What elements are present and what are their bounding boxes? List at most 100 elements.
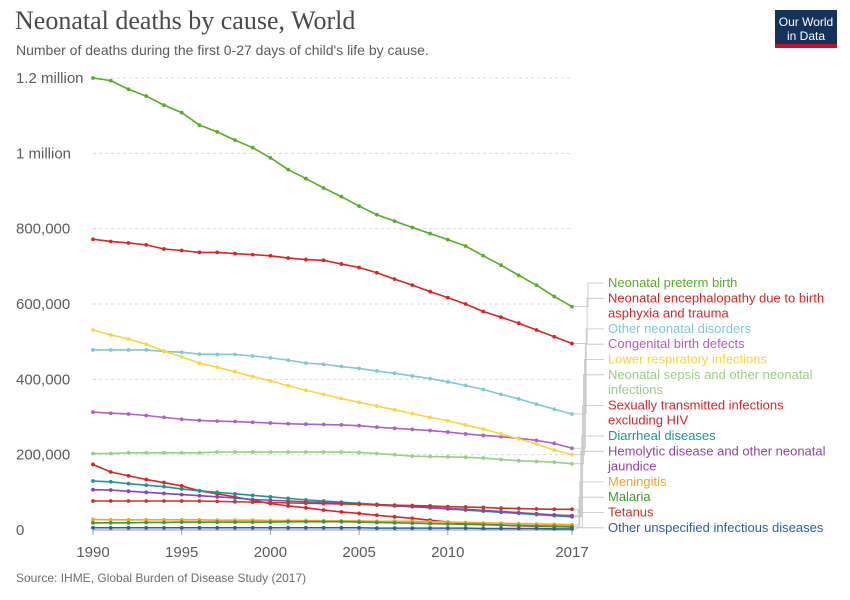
data-point[interactable]	[481, 522, 486, 527]
data-point[interactable]	[126, 473, 131, 478]
series-line[interactable]	[92, 77, 573, 308]
data-point[interactable]	[144, 490, 149, 495]
data-point[interactable]	[481, 433, 486, 438]
data-point[interactable]	[357, 511, 362, 516]
data-point[interactable]	[392, 219, 397, 224]
data-point[interactable]	[499, 457, 503, 462]
data-point[interactable]	[339, 525, 344, 530]
data-point[interactable]	[552, 448, 557, 453]
data-point[interactable]	[516, 506, 521, 511]
data-point[interactable]	[215, 520, 220, 524]
data-point[interactable]	[286, 525, 291, 530]
data-point[interactable]	[162, 480, 166, 485]
data-point[interactable]	[268, 450, 273, 454]
data-point[interactable]	[286, 256, 291, 260]
data-point[interactable]	[144, 499, 149, 503]
data-point[interactable]	[321, 186, 326, 190]
data-point[interactable]	[392, 514, 397, 519]
data-point[interactable]	[126, 499, 131, 503]
data-point[interactable]	[215, 490, 220, 495]
data-point[interactable]	[286, 167, 291, 172]
data-point[interactable]	[428, 376, 432, 381]
data-point[interactable]	[268, 421, 273, 425]
data-point[interactable]	[339, 262, 344, 266]
data-point[interactable]	[162, 415, 166, 420]
data-point[interactable]	[321, 508, 326, 512]
data-point[interactable]	[91, 520, 95, 525]
data-point[interactable]	[321, 422, 326, 427]
data-point[interactable]	[392, 526, 397, 531]
data-point[interactable]	[534, 511, 539, 516]
data-point[interactable]	[286, 500, 291, 505]
data-point[interactable]	[392, 503, 397, 508]
data-point[interactable]	[428, 503, 432, 508]
data-point[interactable]	[286, 503, 291, 508]
data-point[interactable]	[570, 304, 574, 309]
data-point[interactable]	[233, 491, 237, 496]
data-point[interactable]	[374, 425, 379, 430]
data-point[interactable]	[392, 371, 397, 376]
data-point[interactable]	[91, 410, 95, 415]
data-point[interactable]	[197, 123, 202, 127]
data-point[interactable]	[91, 328, 95, 332]
data-point[interactable]	[410, 225, 415, 230]
data-point[interactable]	[179, 450, 184, 455]
data-point[interactable]	[303, 388, 308, 393]
data-point[interactable]	[499, 506, 503, 511]
data-point[interactable]	[215, 365, 220, 370]
data-point[interactable]	[303, 450, 308, 454]
data-point[interactable]	[357, 520, 362, 524]
series-5[interactable]	[91, 450, 574, 466]
legend-label[interactable]: Sexually transmitted infections excluding…	[608, 397, 784, 427]
data-point[interactable]	[126, 481, 131, 486]
data-point[interactable]	[268, 155, 273, 160]
data-point[interactable]	[215, 494, 220, 499]
series-11[interactable]	[91, 499, 574, 512]
data-point[interactable]	[410, 427, 415, 432]
data-point[interactable]	[534, 442, 539, 447]
data-point[interactable]	[534, 402, 539, 407]
data-point[interactable]	[445, 418, 450, 423]
data-point[interactable]	[108, 525, 113, 530]
data-point[interactable]	[392, 407, 397, 412]
data-point[interactable]	[179, 484, 184, 488]
data-point[interactable]	[162, 450, 166, 455]
data-point[interactable]	[179, 499, 184, 503]
data-point[interactable]	[374, 502, 379, 507]
data-point[interactable]	[552, 441, 557, 446]
data-point[interactable]	[179, 487, 184, 491]
data-point[interactable]	[392, 520, 397, 525]
data-point[interactable]	[552, 334, 557, 339]
series-0[interactable]	[91, 76, 574, 309]
data-point[interactable]	[197, 525, 202, 530]
legend-label[interactable]: Other neonatal disorders	[608, 321, 752, 336]
data-point[interactable]	[197, 361, 202, 366]
data-point[interactable]	[197, 450, 202, 455]
data-point[interactable]	[303, 505, 308, 510]
data-point[interactable]	[108, 517, 113, 522]
data-point[interactable]	[286, 450, 291, 454]
data-point[interactable]	[303, 525, 308, 530]
legend-label[interactable]: Neonatal sepsis and other neonatal infect…	[608, 367, 813, 397]
data-point[interactable]	[534, 328, 539, 332]
data-point[interactable]	[428, 289, 432, 294]
data-point[interactable]	[481, 526, 486, 531]
data-point[interactable]	[162, 520, 166, 525]
data-point[interactable]	[250, 145, 255, 150]
data-point[interactable]	[445, 430, 450, 434]
data-point[interactable]	[250, 374, 255, 379]
series-line[interactable]	[93, 500, 572, 511]
data-point[interactable]	[357, 502, 362, 507]
data-point[interactable]	[286, 358, 291, 363]
data-point[interactable]	[463, 244, 468, 248]
data-point[interactable]	[250, 450, 255, 454]
data-point[interactable]	[162, 103, 166, 108]
data-point[interactable]	[481, 508, 486, 513]
data-point[interactable]	[144, 517, 149, 522]
data-point[interactable]	[144, 413, 149, 418]
data-point[interactable]	[463, 455, 468, 460]
data-point[interactable]	[428, 231, 432, 236]
data-point[interactable]	[233, 369, 237, 374]
data-point[interactable]	[410, 283, 415, 288]
legend-label[interactable]: Other unspecified infectious diseases	[608, 520, 824, 535]
